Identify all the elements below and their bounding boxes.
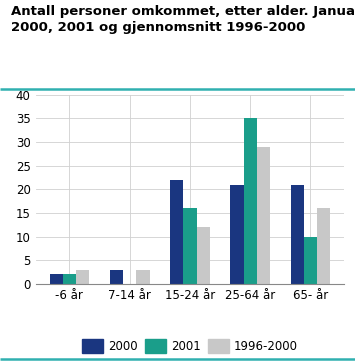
Bar bbox=[136, 270, 149, 284]
Bar bbox=[76, 270, 89, 284]
Bar bbox=[230, 185, 244, 284]
Bar bbox=[170, 180, 183, 284]
Legend: 2000, 2001, 1996-2000: 2000, 2001, 1996-2000 bbox=[77, 334, 302, 357]
Bar bbox=[244, 118, 257, 284]
Bar bbox=[197, 227, 210, 284]
Bar bbox=[317, 208, 330, 284]
Bar bbox=[304, 237, 317, 284]
Bar bbox=[63, 274, 76, 284]
Bar bbox=[290, 185, 304, 284]
Bar bbox=[50, 274, 63, 284]
Text: Antall personer omkommet, etter alder. Januar-mars.
2000, 2001 og gjennomsnitt 1: Antall personer omkommet, etter alder. J… bbox=[11, 5, 355, 35]
Bar bbox=[110, 270, 123, 284]
Bar bbox=[183, 208, 197, 284]
Bar bbox=[257, 147, 270, 284]
